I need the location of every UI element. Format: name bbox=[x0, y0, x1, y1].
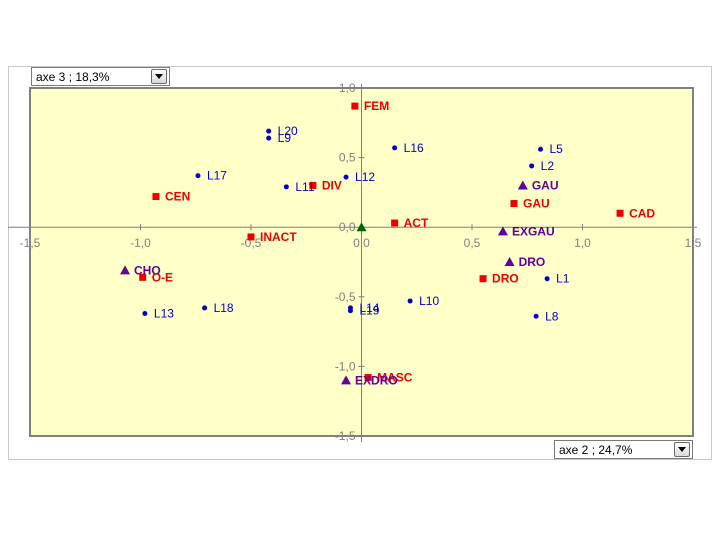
data-point bbox=[152, 193, 160, 201]
y-tick-label: 0,5 bbox=[339, 151, 356, 165]
y-tick-label: -0,5 bbox=[335, 290, 356, 304]
y-tick-label: 1,0 bbox=[339, 81, 356, 95]
x-tick-label: 1,0 bbox=[574, 236, 591, 250]
data-point bbox=[309, 181, 317, 189]
data-label: CEN bbox=[165, 190, 190, 204]
data-point bbox=[533, 313, 539, 319]
data-point bbox=[347, 308, 353, 314]
x-tick-label: -0,5 bbox=[241, 236, 262, 250]
data-label: L20 bbox=[278, 124, 298, 138]
data-label: CHO bbox=[134, 263, 161, 277]
y-axis-selector-label: axe 3 ; 18,3% bbox=[36, 70, 110, 84]
data-labels: L1 L2 L5 L8 L9 L10 L11 L12 L13 L14 L16 L17 L18 L19 L20… bbox=[134, 99, 655, 387]
data-point bbox=[202, 305, 208, 311]
data-label: O-E bbox=[152, 270, 173, 284]
x-tick-label: -1,5 bbox=[20, 236, 41, 250]
data-label: L16 bbox=[404, 141, 424, 155]
data-point bbox=[343, 174, 349, 180]
data-point bbox=[504, 257, 515, 266]
y-tick-label: -1,0 bbox=[335, 359, 356, 373]
data-label: L12 bbox=[355, 170, 375, 184]
data-point bbox=[266, 135, 272, 141]
data-label: L11 bbox=[295, 180, 314, 194]
data-label: L19 bbox=[359, 304, 379, 318]
data-label: L18 bbox=[214, 301, 234, 315]
data-label: DIV bbox=[322, 178, 342, 192]
data-label: L10 bbox=[419, 294, 439, 308]
data-label: CAD bbox=[629, 206, 655, 220]
data-label: MASC bbox=[377, 371, 413, 385]
y-axis-selector[interactable]: axe 3 ; 18,3% bbox=[31, 67, 170, 86]
data-point bbox=[538, 146, 544, 152]
data-point bbox=[341, 375, 352, 385]
chevron-down-icon[interactable] bbox=[674, 442, 690, 457]
data-label: L5 bbox=[550, 142, 564, 156]
x-tick-label: 0,5 bbox=[464, 236, 481, 250]
data-label: INACT bbox=[260, 230, 297, 244]
x-tick-label: -1,0 bbox=[130, 236, 151, 250]
data-point bbox=[497, 226, 508, 236]
data-point bbox=[407, 298, 413, 304]
data-label: DRO bbox=[492, 272, 519, 286]
data-point bbox=[266, 128, 272, 134]
data-point bbox=[120, 265, 131, 275]
data-point bbox=[356, 222, 367, 232]
data-label: L14 bbox=[359, 301, 379, 315]
x-tick-label: 1,5 bbox=[685, 236, 702, 250]
data-label: L1 bbox=[556, 272, 570, 286]
data-point bbox=[351, 102, 359, 110]
data-point bbox=[529, 163, 535, 169]
x-axis-selector-label: axe 2 ; 24,7% bbox=[559, 443, 633, 457]
data-label: EXDRO bbox=[355, 373, 398, 387]
data-label: FEM bbox=[364, 99, 389, 113]
data-label: GAU bbox=[523, 197, 550, 211]
data-point bbox=[142, 311, 148, 317]
data-label: GAU bbox=[532, 178, 559, 192]
y-tick-label: -1,5 bbox=[335, 429, 356, 443]
data-point bbox=[517, 180, 528, 190]
data-point bbox=[510, 200, 518, 208]
data-points bbox=[120, 102, 624, 385]
data-point bbox=[283, 184, 289, 190]
data-point bbox=[391, 219, 399, 227]
data-point bbox=[544, 276, 550, 282]
data-label: ACT bbox=[404, 216, 429, 230]
y-tick-label: 0,0 bbox=[339, 220, 356, 234]
data-label: L2 bbox=[541, 159, 555, 173]
data-point bbox=[195, 173, 201, 179]
data-label: L17 bbox=[207, 169, 227, 183]
data-point bbox=[392, 145, 398, 151]
data-point bbox=[616, 209, 624, 217]
chevron-down-icon[interactable] bbox=[151, 69, 167, 84]
data-label: L13 bbox=[154, 307, 174, 321]
data-point bbox=[364, 374, 372, 382]
tick-labels: -1,5 -1,0 -0,5 0,0 0,5 1,0 1,5 1,0 0,5 0,0 -0,5 -1,… bbox=[20, 81, 702, 443]
data-label: EXGAU bbox=[512, 224, 555, 238]
data-point bbox=[139, 273, 147, 281]
x-tick-label: 0,0 bbox=[353, 236, 370, 250]
x-axis-selector[interactable]: axe 2 ; 24,7% bbox=[554, 440, 693, 459]
data-point bbox=[479, 275, 487, 283]
data-label: L9 bbox=[278, 131, 292, 145]
data-label: L8 bbox=[545, 309, 559, 323]
data-point bbox=[247, 233, 255, 241]
data-label: DRO bbox=[519, 255, 546, 269]
